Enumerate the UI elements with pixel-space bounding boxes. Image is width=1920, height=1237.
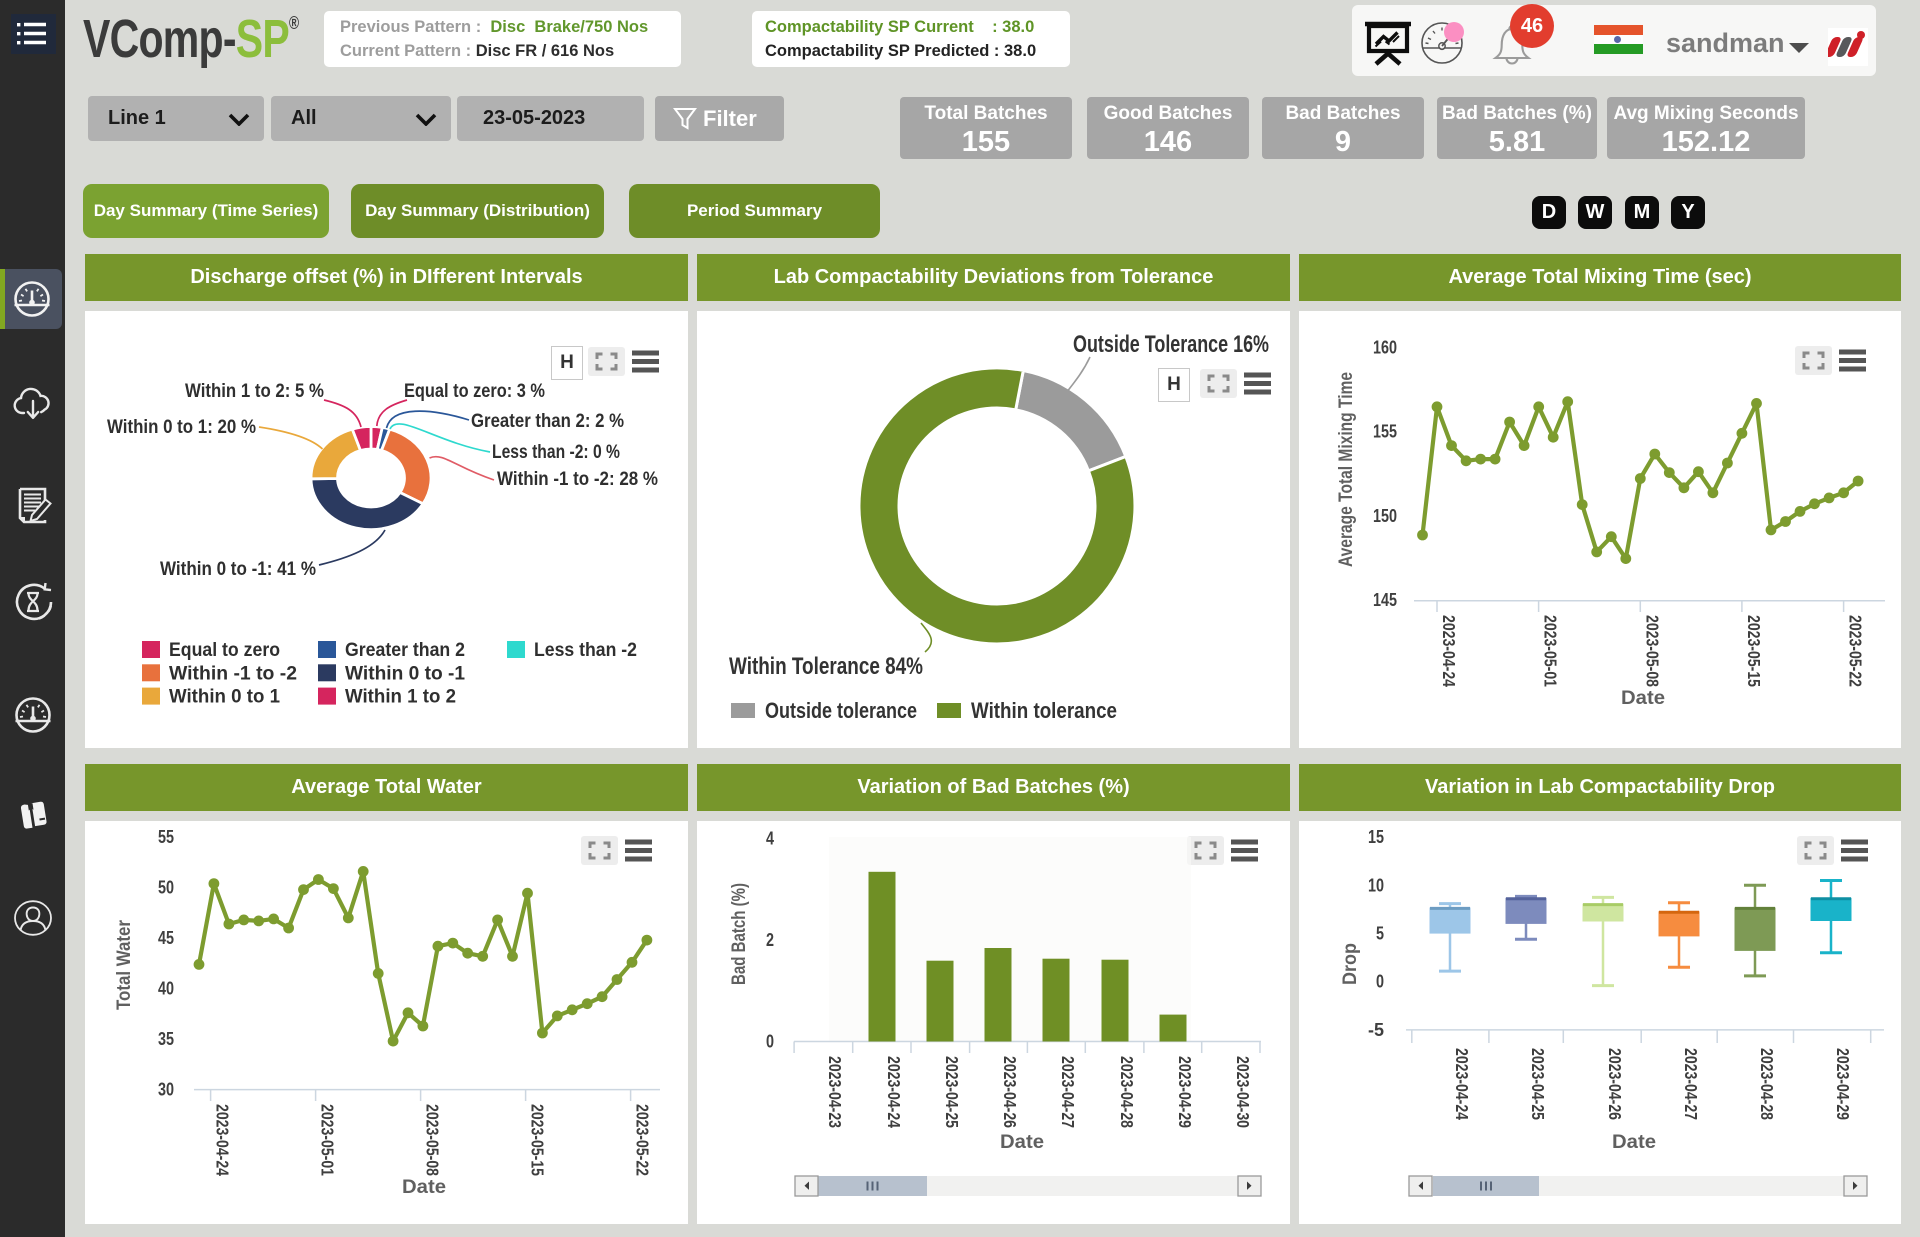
svg-text:145: 145 bbox=[1373, 590, 1397, 610]
svg-text:155: 155 bbox=[1373, 422, 1397, 442]
svg-text:Equal to zero: 3 %: Equal to zero: 3 % bbox=[404, 381, 545, 402]
svg-text:2023-05-01: 2023-05-01 bbox=[318, 1104, 338, 1176]
svg-text:0: 0 bbox=[1376, 972, 1384, 992]
svg-text:2: 2 bbox=[766, 930, 774, 950]
svg-text:Bad Batch (%): Bad Batch (%) bbox=[728, 883, 750, 985]
svg-text:Greater than 2: Greater than 2 bbox=[345, 640, 465, 661]
svg-text:2023-04-26: 2023-04-26 bbox=[1605, 1048, 1625, 1120]
svg-text:15: 15 bbox=[1368, 827, 1384, 847]
svg-text:2023-05-22: 2023-05-22 bbox=[1846, 615, 1866, 687]
svg-text:150: 150 bbox=[1373, 506, 1397, 526]
svg-text:Within 0 to -1: Within 0 to -1 bbox=[345, 663, 465, 684]
svg-text:2023-04-23: 2023-04-23 bbox=[825, 1056, 845, 1128]
svg-text:Date: Date bbox=[1612, 1131, 1656, 1153]
svg-text:4: 4 bbox=[766, 828, 774, 848]
svg-text:2023-04-28: 2023-04-28 bbox=[1757, 1048, 1777, 1120]
svg-text:Within -1 to -2: 28 %: Within -1 to -2: 28 % bbox=[497, 469, 658, 490]
svg-text:Outside Tolerance 16%: Outside Tolerance 16% bbox=[1073, 331, 1269, 358]
svg-text:Average Total Mixing Time: Average Total Mixing Time bbox=[1335, 372, 1357, 567]
svg-text:30: 30 bbox=[158, 1080, 174, 1100]
svg-text:2023-04-30: 2023-04-30 bbox=[1233, 1056, 1253, 1128]
svg-text:Within 0 to 1: 20 %: Within 0 to 1: 20 % bbox=[107, 417, 256, 438]
svg-text:2023-05-08: 2023-05-08 bbox=[423, 1104, 443, 1176]
svg-text:160: 160 bbox=[1373, 338, 1397, 358]
svg-text:Within -1 to -2: Within -1 to -2 bbox=[169, 663, 297, 684]
svg-text:2023-05-15: 2023-05-15 bbox=[528, 1104, 548, 1176]
svg-text:5: 5 bbox=[1376, 924, 1384, 944]
svg-text:2023-04-24: 2023-04-24 bbox=[1439, 615, 1459, 687]
svg-text:Equal to zero: Equal to zero bbox=[169, 640, 280, 661]
svg-text:Less than -2: 0 %: Less than -2: 0 % bbox=[492, 442, 620, 463]
svg-text:55: 55 bbox=[158, 827, 174, 847]
svg-text:2023-04-25: 2023-04-25 bbox=[942, 1056, 962, 1128]
svg-text:10: 10 bbox=[1368, 875, 1384, 895]
svg-text:2023-04-25: 2023-04-25 bbox=[1528, 1048, 1548, 1120]
svg-text:2023-05-22: 2023-05-22 bbox=[633, 1104, 653, 1176]
svg-text:Less than -2: Less than -2 bbox=[534, 640, 637, 661]
svg-text:2023-04-29: 2023-04-29 bbox=[1175, 1056, 1195, 1128]
svg-text:50: 50 bbox=[158, 878, 174, 898]
svg-text:Within 1 to 2: Within 1 to 2 bbox=[345, 687, 456, 708]
svg-text:Within Tolerance 84%: Within Tolerance 84% bbox=[729, 653, 923, 680]
svg-text:Drop: Drop bbox=[1339, 943, 1361, 985]
svg-text:Date: Date bbox=[402, 1176, 446, 1198]
svg-text:35: 35 bbox=[158, 1029, 174, 1049]
svg-text:45: 45 bbox=[158, 928, 174, 948]
svg-text:Date: Date bbox=[1621, 687, 1665, 709]
svg-text:2023-05-08: 2023-05-08 bbox=[1642, 615, 1662, 687]
svg-text:Greater than 2: 2 %: Greater than 2: 2 % bbox=[471, 411, 624, 432]
svg-text:2023-04-24: 2023-04-24 bbox=[213, 1104, 233, 1176]
svg-text:0: 0 bbox=[766, 1032, 774, 1052]
svg-text:Total Water: Total Water bbox=[113, 920, 135, 1010]
svg-text:2023-04-29: 2023-04-29 bbox=[1833, 1048, 1853, 1120]
svg-text:2023-05-15: 2023-05-15 bbox=[1744, 615, 1764, 687]
svg-text:2023-04-27: 2023-04-27 bbox=[1058, 1056, 1078, 1128]
svg-text:2023-05-01: 2023-05-01 bbox=[1541, 615, 1561, 687]
svg-text:2023-04-26: 2023-04-26 bbox=[1000, 1056, 1020, 1128]
svg-text:-5: -5 bbox=[1368, 1020, 1384, 1040]
svg-text:Outside tolerance: Outside tolerance bbox=[765, 698, 917, 723]
svg-text:2023-04-24: 2023-04-24 bbox=[884, 1056, 904, 1128]
svg-text:Within 0 to -1: 41 %: Within 0 to -1: 41 % bbox=[160, 559, 316, 580]
svg-text:Within tolerance: Within tolerance bbox=[971, 698, 1117, 723]
svg-text:Date: Date bbox=[1000, 1131, 1044, 1153]
svg-text:40: 40 bbox=[158, 979, 174, 999]
svg-text:2023-04-27: 2023-04-27 bbox=[1681, 1048, 1701, 1120]
svg-text:Within 0 to 1: Within 0 to 1 bbox=[169, 687, 280, 708]
svg-text:Within 1 to 2: 5 %: Within 1 to 2: 5 % bbox=[185, 381, 324, 402]
svg-text:2023-04-28: 2023-04-28 bbox=[1117, 1056, 1137, 1128]
svg-text:2023-04-24: 2023-04-24 bbox=[1452, 1048, 1472, 1120]
